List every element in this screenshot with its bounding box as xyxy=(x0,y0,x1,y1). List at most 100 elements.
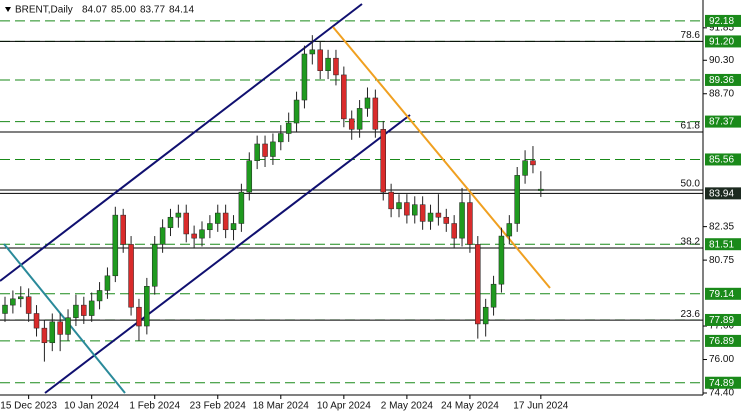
channel-lower xyxy=(44,114,411,394)
y-tick-label: 80.75 xyxy=(709,255,734,266)
y-tick-label: 91.85 xyxy=(709,22,734,33)
candle-body xyxy=(333,57,339,76)
candle-body xyxy=(427,212,434,222)
candle-body xyxy=(238,191,245,224)
candle-body xyxy=(18,296,24,300)
level-label: 89.36 xyxy=(709,75,734,86)
candle-body xyxy=(467,202,473,245)
x-tick-label: 17 Jun 2024 xyxy=(513,401,568,412)
candle-body xyxy=(443,216,450,224)
candle-body xyxy=(104,275,111,291)
candle-body xyxy=(364,97,371,109)
candle-body xyxy=(514,175,520,224)
candle-body xyxy=(65,317,71,335)
level-badge xyxy=(705,334,741,347)
x-tick-label: 18 Mar 2024 xyxy=(253,401,310,412)
fib-label: 23.6 xyxy=(681,309,701,320)
y-tick-label: 76.00 xyxy=(709,354,734,365)
current-price-badge xyxy=(705,187,741,200)
level-badge xyxy=(705,153,741,166)
candle-body xyxy=(388,191,394,210)
quote-value: 84.07 xyxy=(82,5,107,16)
x-tick-label: 2 May 2024 xyxy=(381,401,434,412)
level-badge xyxy=(705,35,741,48)
candle-body xyxy=(372,97,379,130)
x-tick-label: 15 Dec 2023 xyxy=(0,401,57,412)
menu-arrow[interactable] xyxy=(5,7,11,12)
resistance-line xyxy=(332,26,551,289)
candle-body xyxy=(112,214,119,277)
level-label: 74.89 xyxy=(709,378,734,389)
level-badge xyxy=(705,238,741,251)
level-label: 85.56 xyxy=(709,155,734,166)
candle-body xyxy=(57,321,63,335)
quote-value: 83.77 xyxy=(140,5,165,16)
candle-body xyxy=(451,223,457,239)
candle-body xyxy=(96,290,103,302)
candle-body xyxy=(380,129,386,193)
candle-body xyxy=(144,286,150,327)
level-badge xyxy=(705,287,741,300)
candle-body xyxy=(199,229,205,239)
candle-body xyxy=(435,212,442,218)
x-tick-label: 10 Jan 2024 xyxy=(64,401,119,412)
candle-body xyxy=(183,212,189,235)
candle-body xyxy=(25,296,32,314)
current-price-label: 83.94 xyxy=(709,189,734,200)
level-badge xyxy=(705,115,741,128)
candle-body xyxy=(41,327,48,344)
support-line xyxy=(3,243,126,394)
candle-body xyxy=(459,202,465,239)
candle-body xyxy=(222,212,229,231)
candle-body xyxy=(136,306,142,327)
candle-body xyxy=(175,212,182,218)
candle-body xyxy=(120,214,126,245)
level-label: 77.89 xyxy=(709,315,734,326)
candle-body xyxy=(191,233,197,239)
x-tick-label: 24 May 2024 xyxy=(441,401,499,412)
quote-value: 84.14 xyxy=(169,5,194,16)
fib-label: 61.8 xyxy=(681,121,701,132)
candle-body xyxy=(396,202,402,210)
candle-body xyxy=(475,244,481,325)
channel-upper xyxy=(0,3,363,282)
candle-body xyxy=(506,223,513,237)
candle-body xyxy=(270,141,276,157)
candle-body xyxy=(490,283,497,308)
candle-body xyxy=(246,160,253,193)
y-tick-label: 74.40 xyxy=(709,388,734,399)
candle-body xyxy=(254,143,260,161)
candle-body xyxy=(33,313,40,329)
candle-body xyxy=(151,244,158,287)
candle-body xyxy=(301,53,308,101)
candle-body xyxy=(81,304,87,316)
candle-body xyxy=(482,306,489,325)
candle-body xyxy=(522,160,528,176)
candle-body xyxy=(538,188,544,191)
level-label: 76.89 xyxy=(709,336,734,347)
candle-body xyxy=(530,160,536,166)
fib-label: 38.2 xyxy=(681,237,701,248)
candle-body xyxy=(293,99,300,124)
level-badge xyxy=(705,14,741,27)
candle-body xyxy=(159,227,166,245)
candle-body xyxy=(262,143,268,157)
y-tick-label: 82.35 xyxy=(709,221,734,232)
level-badge xyxy=(705,376,741,389)
level-label: 87.37 xyxy=(709,117,734,128)
level-label: 92.18 xyxy=(709,16,734,27)
candle-body xyxy=(230,223,237,231)
quote: 84.07 85.00 83.77 84.14 xyxy=(82,5,194,16)
candle-body xyxy=(49,321,56,344)
level-badge xyxy=(705,73,741,86)
level-label: 79.14 xyxy=(709,289,734,300)
candle-body xyxy=(325,57,331,71)
fib-label: 78.6 xyxy=(681,30,701,41)
candle-body xyxy=(356,108,363,130)
candle-body xyxy=(88,300,95,316)
candle-body xyxy=(412,204,418,216)
candle-body xyxy=(285,122,292,134)
candle-body xyxy=(207,223,213,231)
fib-label: 50.0 xyxy=(681,179,701,190)
